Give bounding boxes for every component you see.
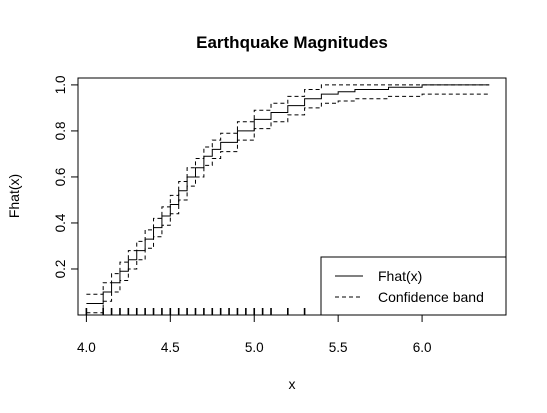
y-axis-label: Fhat(x)	[6, 174, 22, 218]
y-tick-label: 0.8	[53, 122, 68, 141]
legend-label-confidence-band: Confidence band	[378, 289, 484, 305]
legend-label-fhat: Fhat(x)	[378, 268, 422, 284]
y-tick-label: 0.2	[53, 260, 68, 279]
x-axis-label: x	[289, 376, 296, 392]
legend: Fhat(x) Confidence band	[320, 256, 507, 316]
x-tick-label: 5.0	[245, 340, 264, 355]
x-axis: 4.0 4.5 5.0 5.5 6.0	[77, 314, 432, 355]
rug-marks	[85, 308, 339, 315]
chart-title: Earthquake Magnitudes	[196, 33, 388, 52]
x-tick-label: 4.5	[161, 340, 180, 355]
x-tick-label: 4.0	[77, 340, 96, 355]
confidence-band-upper	[86, 84, 490, 295]
series-layer	[86, 84, 490, 314]
legend-box	[320, 256, 507, 316]
y-tick-label: 1.0	[53, 76, 68, 95]
x-tick-label: 5.5	[329, 340, 348, 355]
y-tick-label: 0.4	[53, 213, 68, 232]
ecdf-step-line	[86, 84, 490, 304]
x-tick-label: 6.0	[413, 340, 432, 355]
y-axis: 0.2 0.4 0.6 0.8 1.0	[53, 76, 79, 279]
y-tick-label: 0.6	[53, 168, 68, 187]
